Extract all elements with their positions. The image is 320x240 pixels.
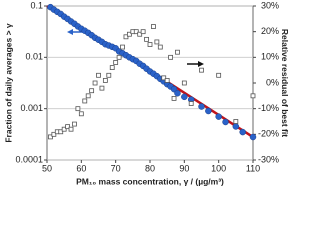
y2-tick-label: -10%	[258, 103, 279, 113]
y-tick-label: 0.001	[20, 103, 43, 113]
residual-point	[75, 106, 81, 112]
residual-point	[157, 44, 163, 50]
data-point	[239, 128, 246, 136]
data-point	[174, 89, 181, 97]
residual-point	[61, 126, 67, 132]
y2-tick-label: -20%	[258, 129, 279, 139]
x-tick-label: 100	[211, 163, 226, 173]
data-point	[249, 133, 257, 141]
x-tick-label: 70	[111, 163, 121, 173]
residual-point	[48, 134, 53, 140]
residual-point	[144, 36, 149, 42]
residual-point	[164, 78, 170, 83]
y2-tick-label: 10%	[261, 52, 279, 62]
x-tick-label: 110	[246, 163, 260, 173]
y-axis-label: Fraction of daily averages > γ	[3, 23, 13, 143]
y2-axis-label: Relative residual of best fit	[280, 29, 290, 137]
data-point	[198, 103, 205, 110]
residual-point	[181, 80, 187, 86]
residual-point	[168, 54, 174, 60]
residual-point	[68, 126, 74, 132]
data-point	[215, 113, 222, 120]
data-point	[205, 107, 212, 115]
residual-point	[58, 129, 64, 135]
right-arrow	[187, 61, 204, 67]
y2-tick-label: 0%	[266, 77, 279, 87]
residual-point	[123, 34, 129, 40]
residual-point	[137, 31, 143, 37]
residual-point	[78, 111, 84, 117]
residual-point	[113, 60, 119, 65]
chart: Fraction of daily averages > γ Relative …	[3, 0, 290, 186]
residual-point	[99, 85, 105, 91]
residual-point	[65, 124, 70, 130]
data-point	[181, 93, 188, 101]
data-point	[222, 118, 229, 126]
residual-point	[133, 29, 139, 35]
x-axis-label: PM₁₀ mass concentration, γ / (µg/m³)	[76, 176, 224, 186]
y2-tick-label: -30%	[258, 154, 279, 164]
residual-point	[175, 49, 180, 55]
data-point	[232, 123, 240, 130]
y-tick-label: 0.1	[30, 0, 43, 10]
residual-point	[85, 93, 91, 99]
residual-point	[92, 80, 98, 86]
x-tick-label: 50	[42, 163, 52, 173]
residual-point	[188, 101, 194, 106]
residual-point	[151, 24, 156, 29]
residual-point	[120, 44, 125, 50]
residual-point	[82, 98, 88, 104]
residual-point	[96, 72, 101, 78]
residual-point	[199, 67, 204, 73]
x-tick-label: 80	[145, 163, 155, 173]
y-tick-label: 0.01	[25, 52, 43, 62]
residual-point	[116, 54, 122, 60]
y2-tick-label: 20%	[261, 26, 279, 36]
y-tick-label: 0.0001	[15, 154, 43, 164]
residual-point	[154, 39, 160, 45]
residual-point	[89, 88, 95, 94]
y2-tick-label: 30%	[261, 0, 279, 10]
x-tick-label: 60	[76, 163, 86, 173]
residual-point	[161, 75, 167, 81]
residual-point	[233, 119, 239, 124]
residual-point	[250, 93, 256, 99]
residual-point	[109, 65, 115, 70]
residual-point	[102, 78, 108, 83]
residual-point	[216, 72, 222, 78]
residual-point	[171, 96, 177, 101]
residual-point	[106, 72, 112, 78]
residual-point	[140, 29, 146, 35]
residual-point	[147, 42, 153, 47]
residual-point	[72, 121, 77, 127]
residual-point	[127, 31, 132, 37]
residual-point	[51, 131, 57, 137]
x-tick-label: 90	[179, 163, 189, 173]
